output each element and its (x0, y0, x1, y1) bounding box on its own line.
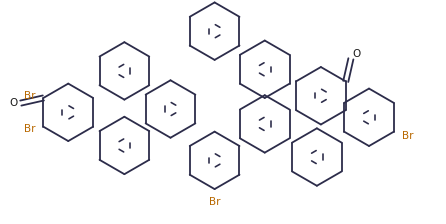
Text: O: O (9, 98, 18, 108)
Text: Br: Br (24, 124, 35, 134)
Text: Br: Br (24, 91, 35, 101)
Text: Br: Br (402, 131, 413, 141)
Text: Br: Br (209, 197, 220, 207)
Text: O: O (352, 49, 360, 59)
